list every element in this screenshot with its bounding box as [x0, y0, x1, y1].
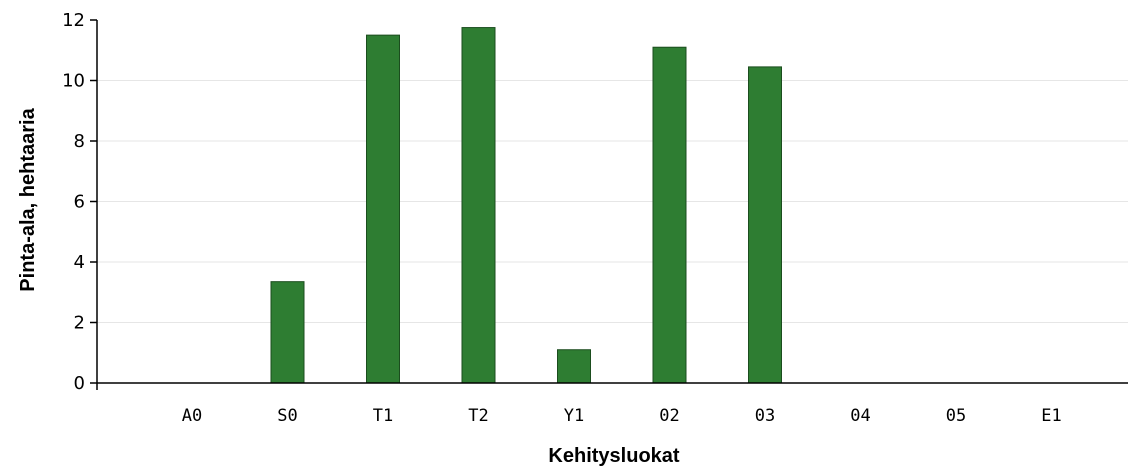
x-tick-label: 03	[755, 406, 775, 426]
x-tick-label: 02	[659, 406, 679, 426]
bar-03	[748, 66, 782, 384]
x-ticks: A0 S0 T1 T2 Y1 02 03 04 05 E1	[96, 383, 1062, 426]
x-axis-title: Kehitysluokat	[548, 445, 679, 467]
y-tick-label: 10	[62, 71, 85, 92]
bar-t1	[366, 34, 400, 384]
x-tick-label: Y1	[564, 406, 584, 426]
x-tick-label: T1	[373, 406, 393, 426]
y-tick-label: 8	[74, 131, 85, 152]
x-tick-label: E1	[1041, 406, 1061, 426]
bar-y1	[557, 349, 591, 384]
y-tick-label: 12	[62, 10, 85, 31]
x-tick-label: T2	[468, 406, 488, 426]
x-tick-label: 05	[946, 406, 966, 426]
y-tick-label: 6	[74, 192, 85, 213]
bar-s0	[270, 281, 305, 384]
bar-02	[652, 46, 687, 384]
x-tick-label: 04	[850, 406, 870, 426]
bar-t2	[461, 27, 496, 384]
x-tick-label: S0	[277, 406, 297, 426]
y-tick-label: 2	[74, 313, 85, 334]
y-tick-label: 0	[74, 373, 85, 394]
y-axis-title: Pinta-ala, hehtaaria	[17, 107, 39, 291]
gridlines	[97, 80, 1128, 323]
bars	[270, 27, 782, 384]
y-tick-label: 4	[74, 252, 85, 273]
y-ticks: 0 2 4 6 8 10 12	[62, 10, 97, 394]
x-tick-label: A0	[182, 406, 202, 426]
